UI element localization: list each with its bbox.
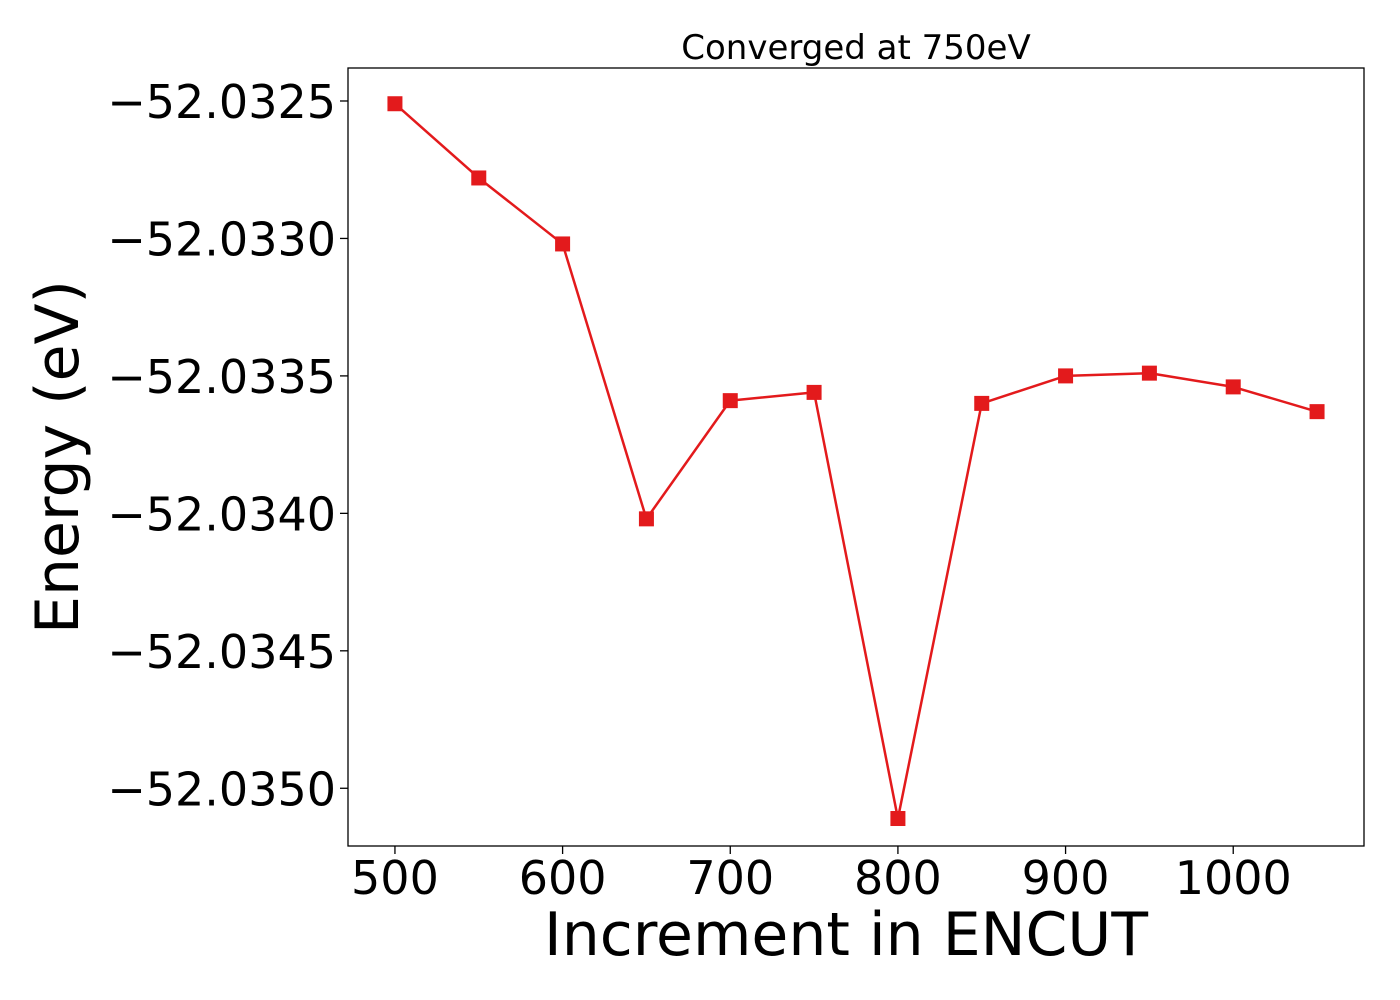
y-axis-title: Energy (eV) <box>23 280 93 634</box>
y-tick-label: −52.0325 <box>107 75 336 129</box>
y-tick-label: −52.0335 <box>107 350 336 404</box>
series-line <box>394 102 1318 820</box>
data-point-marker <box>555 236 571 252</box>
data-point-marker <box>638 511 654 527</box>
data-point-marker <box>1309 404 1325 420</box>
y-tick-label: −52.0340 <box>107 487 336 541</box>
x-axis-title: Increment in ENCUT <box>544 900 1148 970</box>
x-tick-label: 1000 <box>1175 851 1292 905</box>
x-axis: 500 600 700 800 900 1000 <box>351 846 1292 905</box>
series-layer <box>387 96 1325 827</box>
data-point-marker <box>890 811 906 827</box>
data-point-marker <box>1141 365 1157 381</box>
y-tick-label: −52.0350 <box>107 762 336 816</box>
chart-title: Converged at 750eV <box>681 28 1030 68</box>
data-point-marker <box>471 170 487 186</box>
x-tick-label: 900 <box>1022 851 1110 905</box>
data-point-marker <box>722 393 738 409</box>
x-tick-label: 700 <box>686 851 774 905</box>
y-tick-label: −52.0330 <box>107 212 336 266</box>
data-point-marker <box>974 395 990 411</box>
y-axis: −52.0325 −52.0330 −52.0335 −52.0340 −52.0345… <box>107 75 348 816</box>
data-point-marker <box>387 96 403 112</box>
data-point-marker <box>806 384 822 400</box>
y-tick-label: −52.0345 <box>107 625 336 679</box>
x-tick-label: 500 <box>351 851 439 905</box>
x-tick-label: 800 <box>854 851 942 905</box>
data-point-marker <box>1058 368 1074 384</box>
x-tick-label: 600 <box>519 851 607 905</box>
plot-area-frame <box>347 67 1365 847</box>
data-point-marker <box>1225 379 1241 395</box>
